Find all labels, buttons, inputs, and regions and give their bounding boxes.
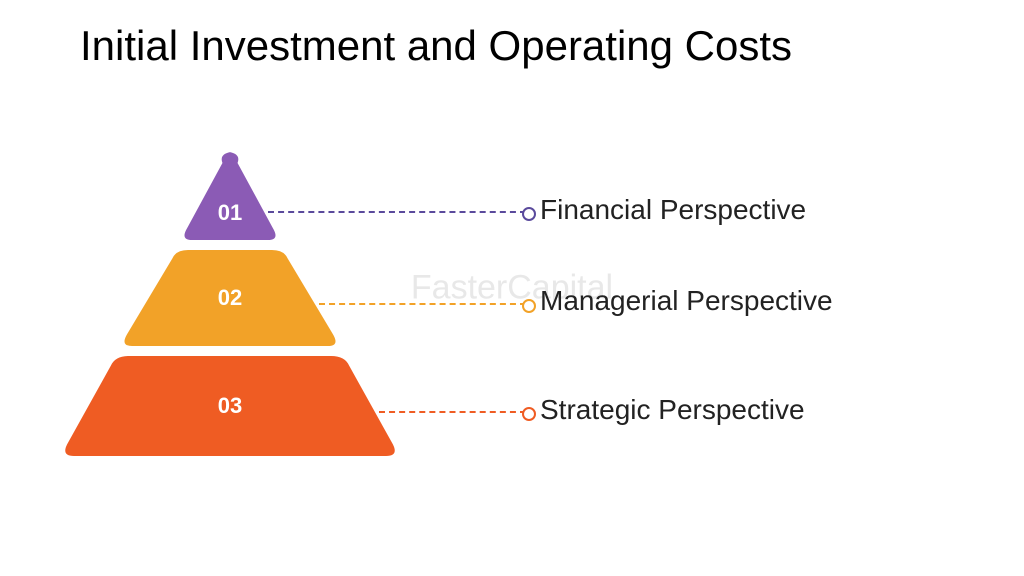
tier-label-2: Managerial Perspective bbox=[540, 285, 833, 317]
pyramid-tier-2: 02 bbox=[120, 250, 340, 346]
connector-1 bbox=[268, 211, 526, 213]
tier-label-3: Strategic Perspective bbox=[540, 394, 805, 426]
pyramid-tier-3: 03 bbox=[60, 356, 400, 456]
tier-number-3: 03 bbox=[218, 393, 242, 419]
pyramid-diagram: 01 02 03 bbox=[60, 150, 400, 466]
tier-number-1: 01 bbox=[218, 200, 242, 226]
tier-label-1: Financial Perspective bbox=[540, 194, 806, 226]
connector-3 bbox=[379, 411, 526, 413]
pyramid-tier-1: 01 bbox=[180, 150, 280, 240]
connector-2 bbox=[319, 303, 526, 305]
connector-ring-2 bbox=[522, 299, 536, 313]
page-title: Initial Investment and Operating Costs bbox=[80, 22, 792, 70]
tier-number-2: 02 bbox=[218, 285, 242, 311]
connector-ring-3 bbox=[522, 407, 536, 421]
connector-ring-1 bbox=[522, 207, 536, 221]
